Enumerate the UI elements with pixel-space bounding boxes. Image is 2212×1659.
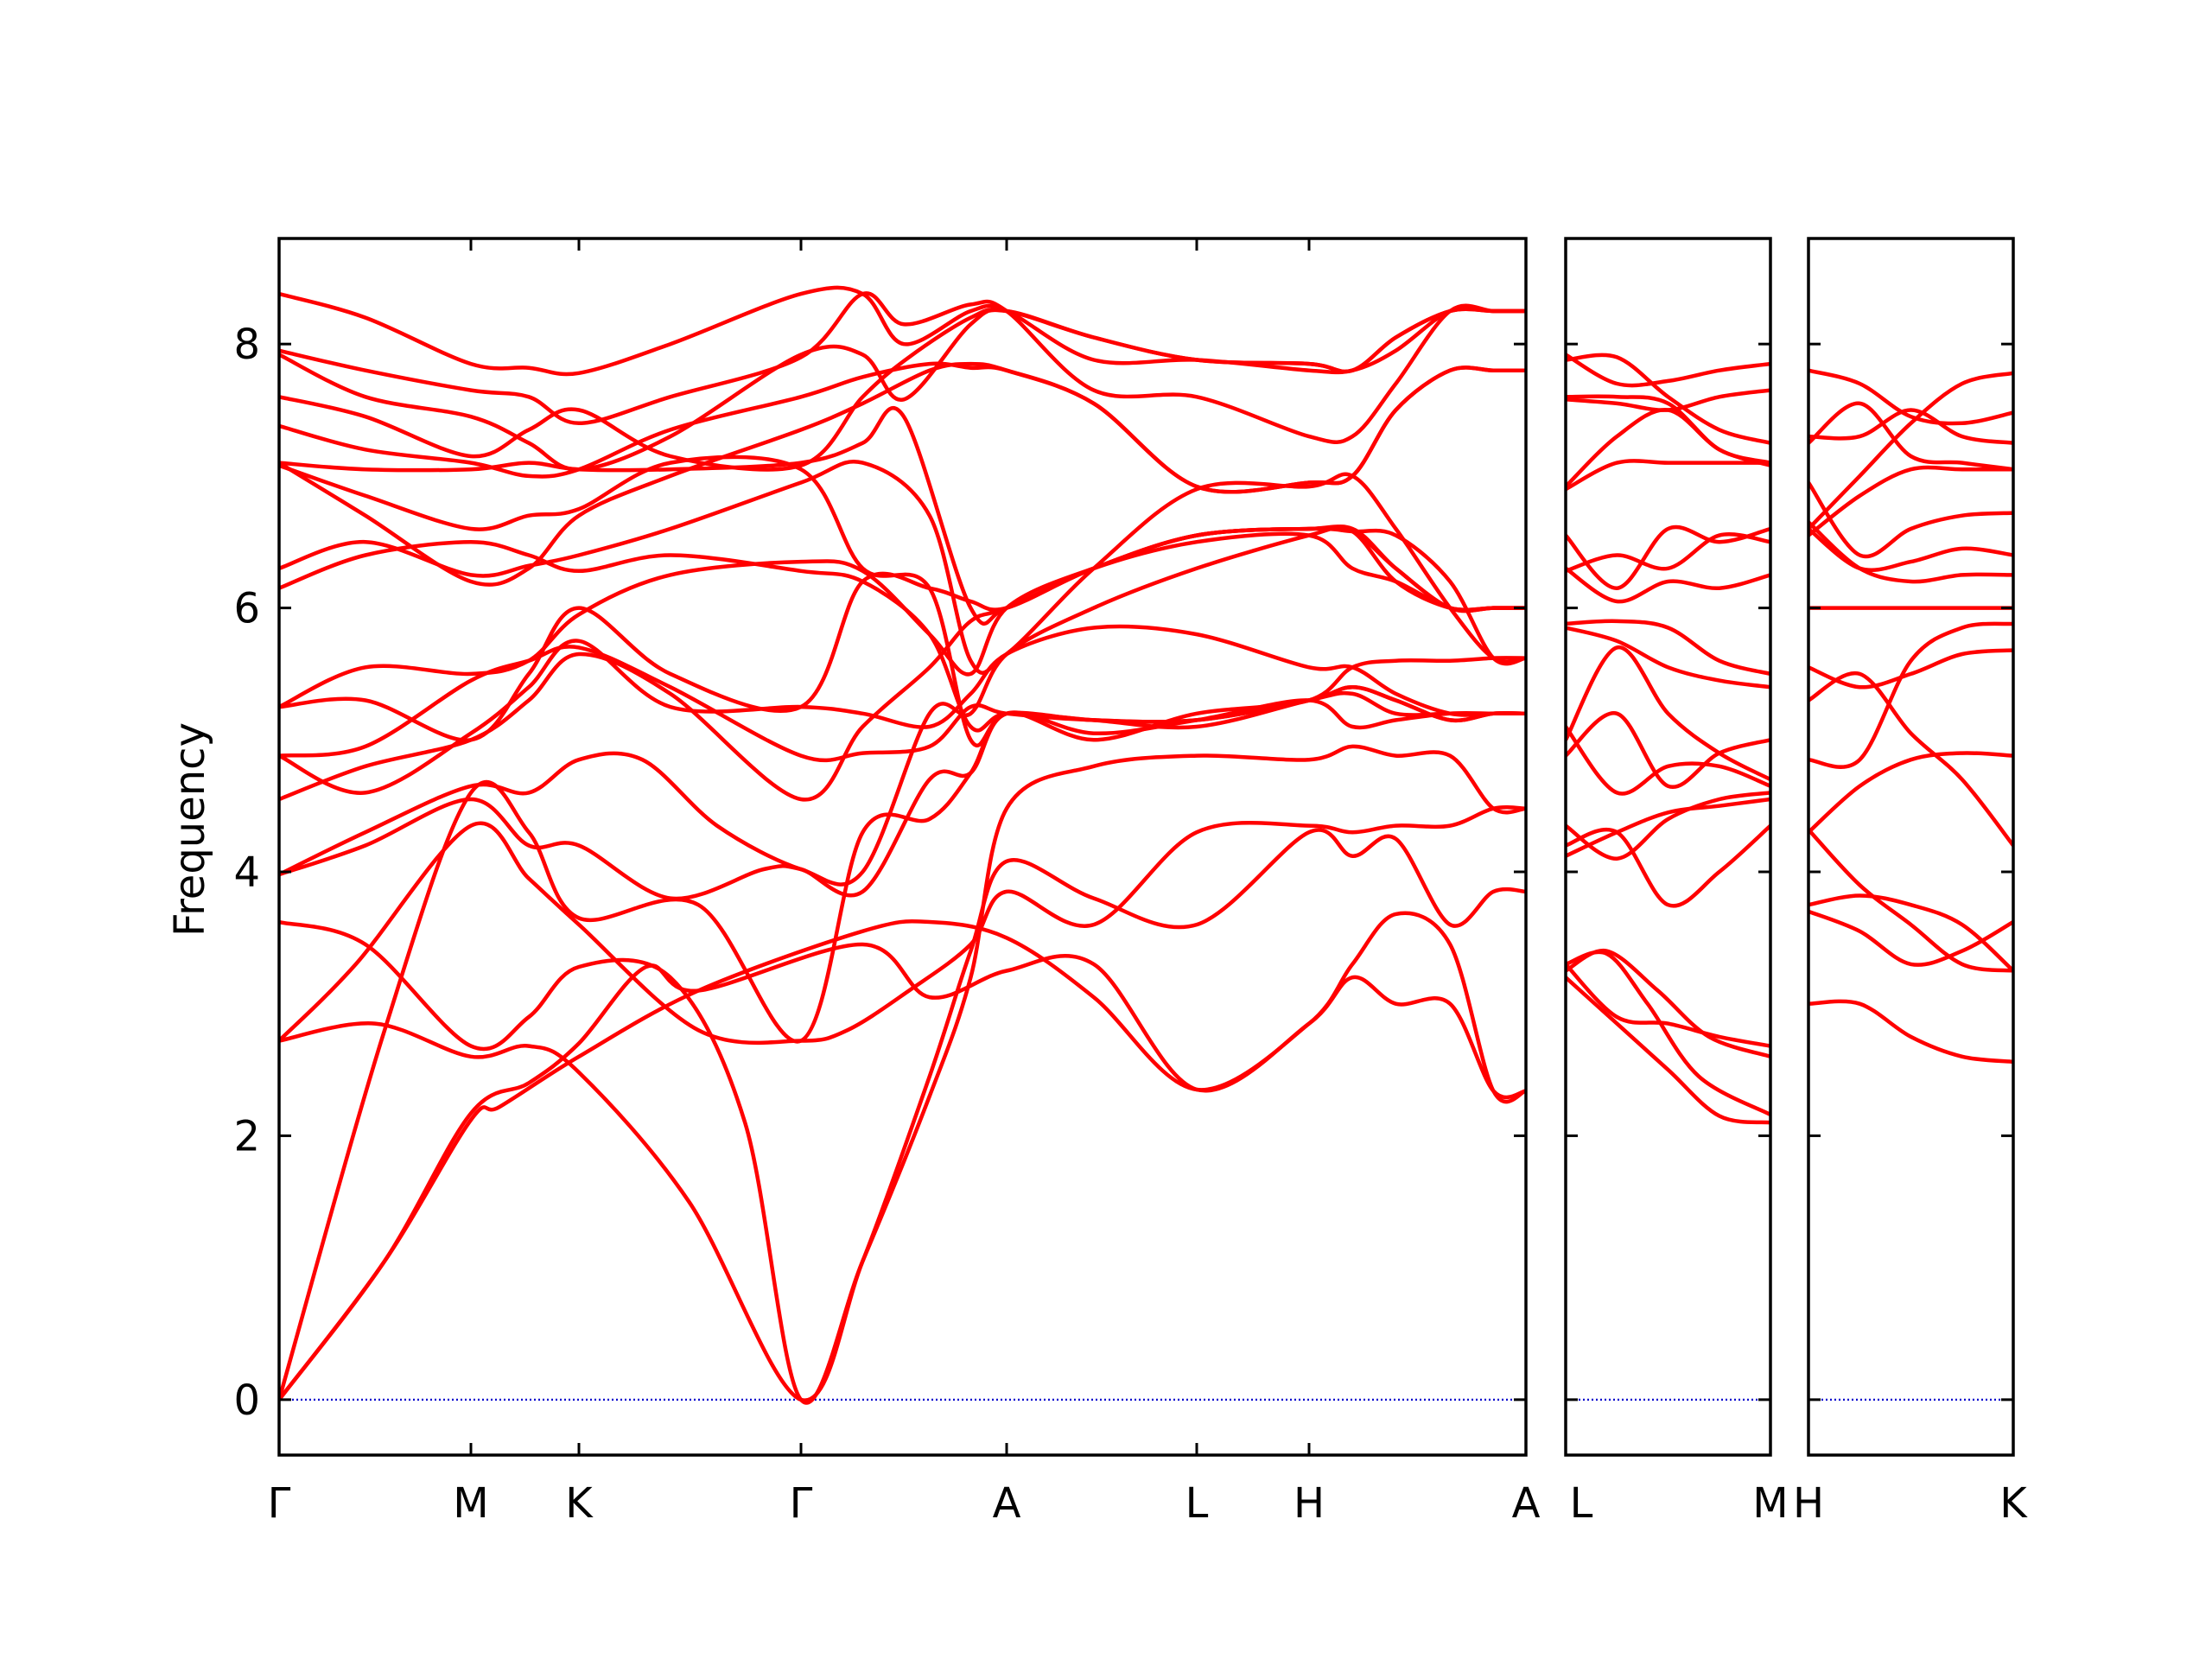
y-tick-label: 2 xyxy=(233,1112,260,1160)
band-3 xyxy=(1808,893,2013,973)
band-4 xyxy=(1808,751,2013,834)
band-13 xyxy=(1566,566,1770,604)
band-4 xyxy=(279,804,1526,1046)
band-9 xyxy=(1808,527,2013,573)
band-8 xyxy=(279,524,1526,887)
band-22 xyxy=(279,291,1526,444)
band-20 xyxy=(1566,353,1770,445)
band-lines xyxy=(1566,353,1770,1125)
band-14 xyxy=(279,539,1526,733)
y-axis-label: Frequency xyxy=(166,722,214,937)
x-tick-label: L xyxy=(1185,1479,1209,1528)
band-11 xyxy=(279,624,1526,795)
x-tick-label: M xyxy=(1752,1479,1788,1528)
band-16 xyxy=(1566,459,1770,492)
band-15 xyxy=(1808,368,2013,426)
x-tick-label: H xyxy=(1294,1479,1325,1528)
x-tick-label: A xyxy=(993,1479,1021,1528)
band-7 xyxy=(1808,671,2013,847)
band-2 xyxy=(1808,909,2013,967)
band-13 xyxy=(1808,408,2013,445)
band-10 xyxy=(1808,520,2013,584)
band-lines xyxy=(279,285,1526,1405)
panel-frame xyxy=(277,237,1528,1457)
x-tick-label: A xyxy=(1512,1479,1541,1528)
band-23 xyxy=(279,285,1526,377)
band-8 xyxy=(1808,648,2013,690)
band-3 xyxy=(1566,949,1770,1058)
y-tick-label: 8 xyxy=(233,321,260,369)
band-6 xyxy=(1808,621,2013,769)
x-tick-label: H xyxy=(1793,1479,1824,1528)
band-19 xyxy=(1566,388,1770,412)
band-11 xyxy=(1566,626,1770,690)
band-9 xyxy=(1566,725,1770,796)
band-1 xyxy=(279,911,1526,1402)
band-10 xyxy=(1566,645,1770,782)
band-6 xyxy=(1566,823,1770,908)
band-2 xyxy=(279,942,1526,1402)
x-tick-label: K xyxy=(565,1479,594,1528)
band-5 xyxy=(1566,797,1770,858)
band-12 xyxy=(1566,619,1770,677)
band-16 xyxy=(279,454,1526,748)
band-8 xyxy=(1566,711,1770,790)
band-14 xyxy=(1566,532,1770,573)
band-3 xyxy=(279,828,1526,1402)
band-6 xyxy=(279,698,1526,1401)
x-tick-label: L xyxy=(1570,1479,1593,1528)
x-tick-label: Γ xyxy=(268,1479,291,1528)
panel-frame xyxy=(1807,237,2015,1457)
x-tick-label: K xyxy=(1999,1479,2028,1528)
band-14 xyxy=(1808,401,2013,472)
band-9 xyxy=(279,526,1526,802)
band-17 xyxy=(1566,408,1770,488)
band-16 xyxy=(1808,371,2013,531)
band-2 xyxy=(1566,950,1770,1116)
band-7 xyxy=(1566,791,1770,861)
band-4 xyxy=(1566,963,1770,1048)
band-12 xyxy=(279,524,1526,742)
band-11 xyxy=(1808,465,2013,537)
band-13 xyxy=(279,531,1526,709)
band-1 xyxy=(1808,999,2013,1065)
y-tick-label: 4 xyxy=(233,849,260,897)
panel-1: Γ M K Γ A L H A 0 2 4 6 8 xyxy=(233,237,1541,1528)
band-7 xyxy=(279,656,1526,901)
band-lines xyxy=(1808,368,2013,1065)
band-1 xyxy=(1566,976,1770,1125)
band-5 xyxy=(1808,828,2013,973)
y-tick-label: 6 xyxy=(233,585,260,633)
x-tick-label: Γ xyxy=(790,1479,813,1528)
x-tick-label: M xyxy=(453,1479,488,1528)
band-12 xyxy=(1808,481,2013,559)
panel-frame xyxy=(1564,237,1772,1457)
band-18 xyxy=(1566,394,1770,465)
y-tick-label: 0 xyxy=(233,1376,260,1425)
band-5 xyxy=(279,744,1526,1405)
band-21 xyxy=(279,307,1526,472)
band-19 xyxy=(279,361,1526,494)
band-17 xyxy=(279,406,1526,626)
band-21 xyxy=(1566,353,1770,388)
band-15 xyxy=(279,460,1526,675)
band-15 xyxy=(1566,524,1770,590)
